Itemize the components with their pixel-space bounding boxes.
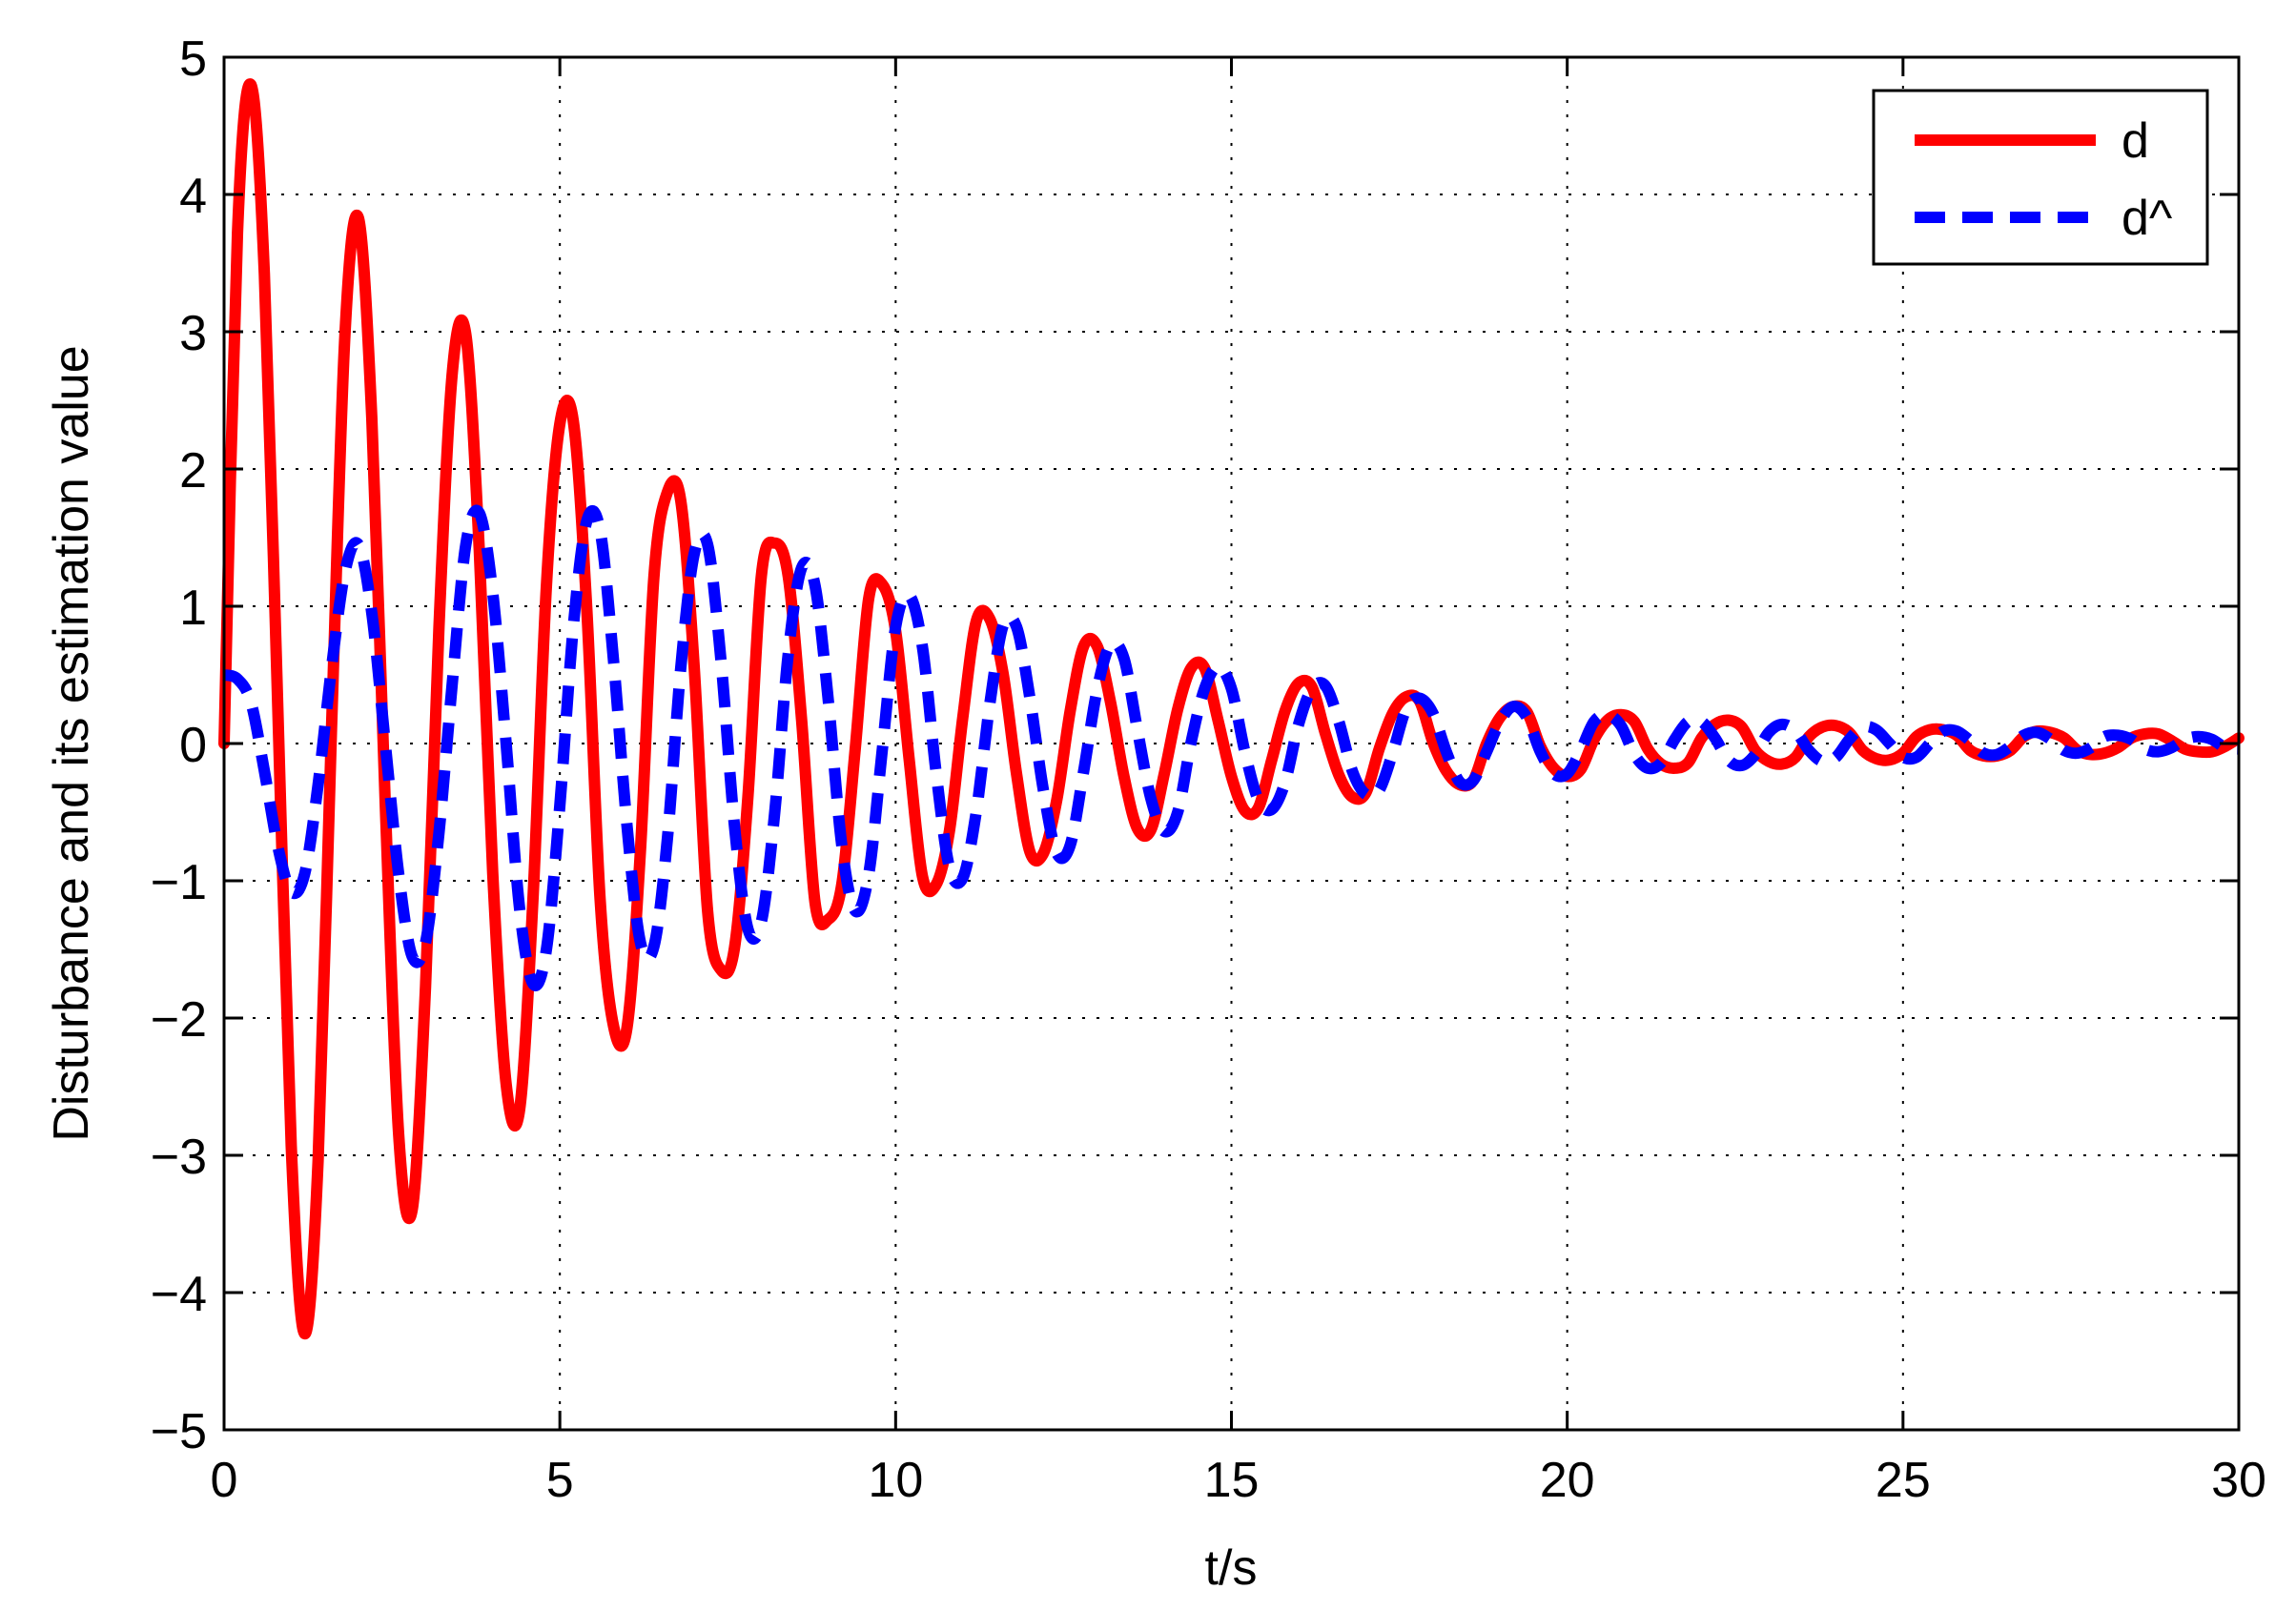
y-tick-label: 3 xyxy=(179,306,207,361)
y-tick-label: 4 xyxy=(179,169,207,224)
y-tick-label: −3 xyxy=(151,1130,207,1185)
y-tick-label: −5 xyxy=(151,1404,207,1459)
y-tick-label: 2 xyxy=(179,443,207,499)
x-tick-label: 20 xyxy=(1540,1453,1595,1508)
x-tick-label: 10 xyxy=(868,1453,923,1508)
legend-label-d: d xyxy=(2122,113,2149,169)
plot-lines xyxy=(218,78,2245,1340)
y-tick-label: −1 xyxy=(151,855,207,910)
y-tick-label: 5 xyxy=(179,31,207,87)
y-tick-label: −2 xyxy=(151,992,207,1048)
x-tick-label: 5 xyxy=(546,1453,574,1508)
y-tick-label: −4 xyxy=(151,1267,207,1322)
x-tick-label: 15 xyxy=(1204,1453,1260,1508)
y-axis-title: Disturbance and its estimation value xyxy=(44,345,99,1141)
x-tick-label: 30 xyxy=(2211,1453,2266,1508)
legend-box xyxy=(1872,89,2209,266)
series-line-d-hat xyxy=(222,504,2240,991)
y-tick-label: 0 xyxy=(179,718,207,773)
y-tick-label: 1 xyxy=(179,581,207,636)
x-axis-title: t/s xyxy=(1205,1540,1258,1596)
x-tick-label: 0 xyxy=(211,1453,238,1508)
tick-labels: 0 5 10 15 20 25 30 −5 −4 −3 −2 −1 0 1 2 3 4 5 xyxy=(151,31,2266,1508)
legend: d d^ xyxy=(1872,89,2209,266)
x-tick-label: 25 xyxy=(1876,1453,1931,1508)
legend-label-d-hat: d^ xyxy=(2122,191,2173,246)
series-line-d xyxy=(218,78,2245,1340)
ticks xyxy=(222,55,2241,1432)
